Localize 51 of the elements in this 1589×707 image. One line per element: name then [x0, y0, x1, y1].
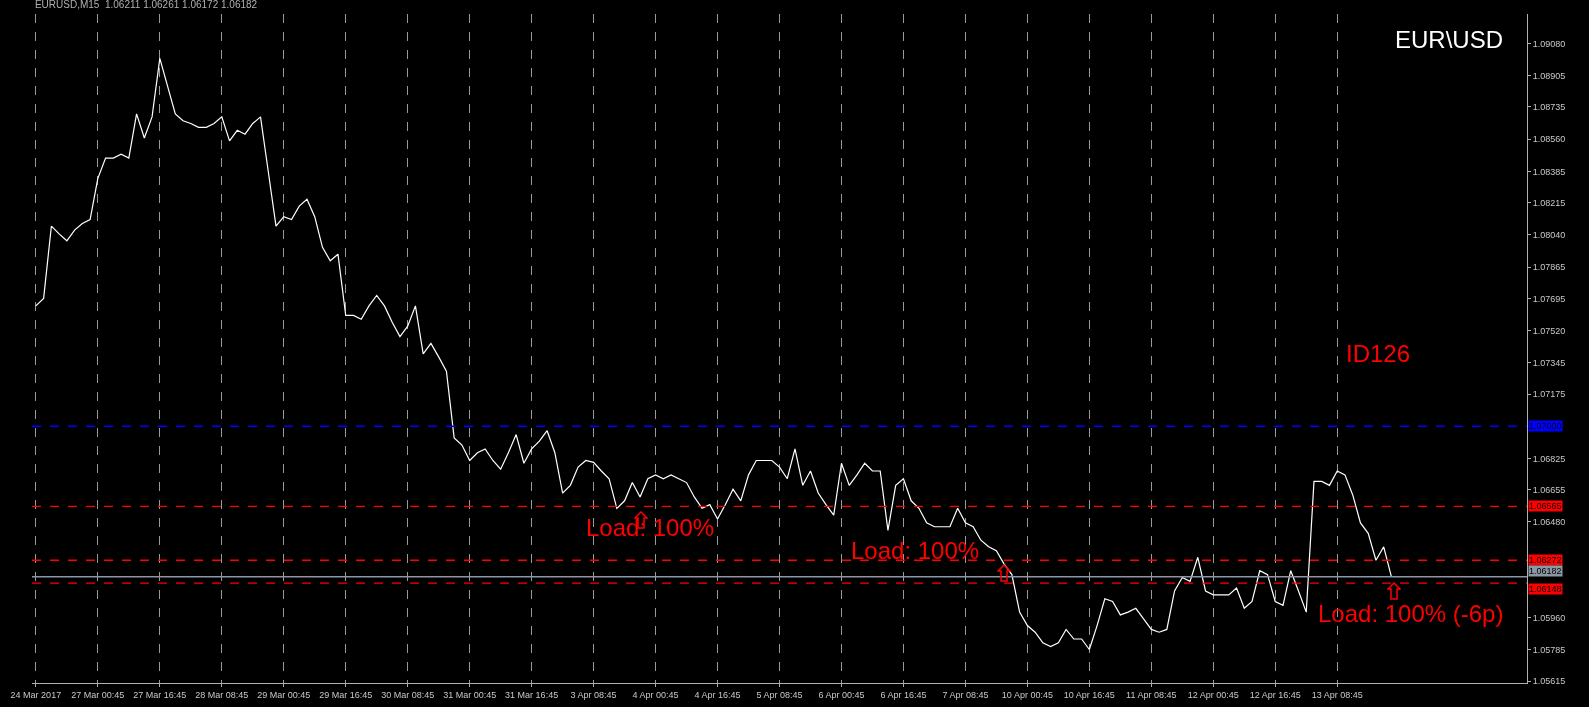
- x-tick-label: 29 Mar 16:45: [319, 689, 373, 700]
- y-tick-label: 1.07175: [1532, 389, 1566, 400]
- y-tick-label: 1.07345: [1532, 357, 1566, 368]
- y-tick-label: 1.05785: [1532, 645, 1566, 656]
- x-tick-label: 12 Apr 00:45: [1187, 689, 1239, 700]
- y-tick-label: 1.08735: [1532, 102, 1566, 113]
- x-tick-label: 30 Mar 08:45: [381, 689, 435, 700]
- y-tick-label: 1.07520: [1532, 325, 1566, 336]
- x-tick-label: 28 Mar 08:45: [195, 689, 249, 700]
- annotation: EUR\USD: [1395, 26, 1504, 53]
- x-tick-label: 10 Apr 16:45: [1063, 689, 1115, 700]
- x-tick-label: 11 Apr 08:45: [1126, 689, 1177, 700]
- ref-line-label: 1.06565: [1529, 501, 1562, 511]
- x-tick-label: 4 Apr 16:45: [694, 689, 741, 700]
- x-tick-label: 31 Mar 16:45: [505, 689, 559, 700]
- x-tick-label: 27 Mar 00:45: [71, 689, 125, 700]
- x-tick-label: 7 Apr 08:45: [942, 689, 989, 700]
- x-tick-label: 12 Apr 16:45: [1249, 689, 1301, 700]
- y-tick-label: 1.07865: [1532, 262, 1566, 273]
- y-tick-label: 1.08215: [1532, 197, 1566, 208]
- y-tick-label: 1.08040: [1532, 230, 1566, 240]
- annotation: Load: 100%: [851, 537, 980, 564]
- x-tick-label: 10 Apr 00:45: [1001, 689, 1053, 700]
- y-tick-label: 1.05960: [1532, 612, 1566, 623]
- annotation: Load: 100%: [586, 514, 715, 541]
- ref-line-label: 1.06148: [1529, 584, 1562, 594]
- x-tick-label: 13 Apr 08:45: [1311, 689, 1363, 700]
- ref-line-label: 1.06272: [1529, 555, 1562, 565]
- y-tick-label: 1.09080: [1532, 38, 1566, 49]
- ref-line-label: 1.06182: [1529, 566, 1562, 576]
- y-tick-label: 1.06480: [1532, 517, 1566, 528]
- x-tick-label: 24 Mar 2017: [10, 689, 62, 700]
- x-tick-label: 31 Mar 00:45: [443, 689, 497, 700]
- y-tick-label: 1.08560: [1532, 134, 1566, 145]
- chart-title: EURUSD,M15 1.06211 1.06261 1.06172 1.06182: [34, 0, 258, 11]
- x-tick-label: 3 Apr 08:45: [570, 689, 617, 700]
- y-tick-label: 1.07695: [1532, 293, 1566, 304]
- annotation: ID126: [1346, 340, 1411, 367]
- y-tick-label: 1.08385: [1532, 166, 1566, 177]
- x-tick-label: 27 Mar 16:45: [133, 689, 187, 700]
- y-tick-label: 1.05615: [1532, 676, 1566, 687]
- y-tick-label: 1.08905: [1532, 70, 1566, 81]
- x-tick-label: 4 Apr 00:45: [632, 689, 679, 700]
- x-tick-label: 6 Apr 16:45: [880, 689, 927, 700]
- y-tick-label: 1.06825: [1532, 453, 1566, 464]
- x-tick-label: 6 Apr 00:45: [818, 689, 865, 700]
- x-tick-label: 5 Apr 08:45: [756, 689, 803, 700]
- ref-line-label: 1.07000: [1529, 421, 1562, 431]
- annotation: Load: 100% (-6p): [1318, 600, 1504, 627]
- y-tick-label: 1.06655: [1532, 484, 1566, 495]
- x-tick-label: 29 Mar 00:45: [257, 689, 311, 700]
